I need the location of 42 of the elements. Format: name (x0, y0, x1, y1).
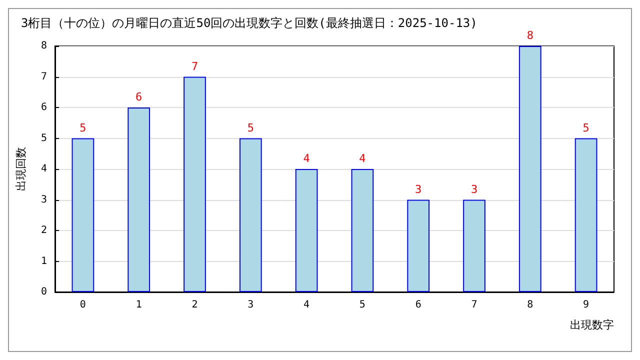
data-label: 7 (191, 60, 198, 73)
chart-title: 3桁目（十の位）の月曜日の直近50回の出現数字と回数(最終抽選日：2025-10-13) (21, 16, 478, 30)
data-label: 5 (582, 121, 590, 134)
bar (518, 46, 542, 292)
x-tick-label: 6 (415, 300, 422, 310)
bar (463, 200, 486, 292)
y-axis-title: 出現回数 (14, 147, 28, 191)
y-tick-label: 1 (40, 256, 47, 267)
x-axis-title: 出現数字 (570, 318, 614, 332)
y-tick-label: 3 (40, 194, 47, 206)
data-label: 8 (526, 29, 534, 42)
x-tick-label: 2 (192, 300, 198, 310)
bar (184, 76, 206, 292)
x-tick-label: 5 (359, 300, 366, 310)
data-label: 5 (80, 121, 86, 134)
data-label: 3 (415, 182, 422, 196)
data-label: 3 (470, 182, 478, 196)
bar (574, 138, 598, 292)
bar (295, 169, 318, 292)
data-label: 6 (136, 90, 142, 104)
bar (351, 169, 374, 292)
x-tick-label: 7 (471, 300, 478, 310)
data-label: 4 (359, 152, 366, 165)
y-tick-label: 2 (40, 225, 47, 236)
x-tick-label: 4 (304, 300, 310, 310)
x-tick-label: 0 (80, 300, 86, 310)
y-tick-label: 8 (40, 40, 47, 52)
y-tick-label: 4 (40, 164, 47, 174)
y-tick-label: 0 (40, 286, 47, 298)
bar (407, 200, 430, 292)
y-tick-label: 7 (40, 71, 47, 82)
bar (72, 138, 94, 292)
x-tick-label: 9 (583, 300, 590, 310)
data-label: 4 (303, 152, 310, 165)
x-tick-label: 8 (527, 300, 534, 310)
bar (128, 108, 150, 292)
bar (239, 138, 262, 292)
x-tick-label: 1 (136, 300, 142, 310)
y-tick-label: 5 (40, 132, 47, 144)
y-tick-label: 6 (40, 102, 47, 113)
data-label: 5 (247, 121, 254, 134)
x-tick-label: 3 (248, 300, 254, 310)
